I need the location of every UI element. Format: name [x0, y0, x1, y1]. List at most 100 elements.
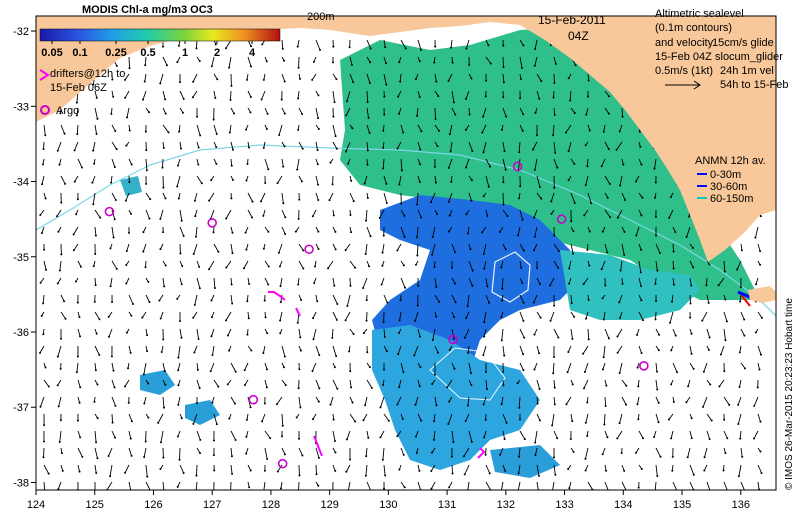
velocity-arrow-head: [710, 419, 713, 422]
x-axis: 124 125 126 127 128 129 130 131 132 133 134 135 136: [27, 490, 750, 511]
velocity-arrow-head: [569, 99, 572, 102]
velocity-arrow: [57, 277, 62, 284]
velocity-arrow-head: [297, 217, 300, 220]
velocity-arrow: [638, 243, 642, 251]
velocity-arrow: [757, 413, 761, 422]
velocity-arrow: [620, 260, 623, 271]
velocity-arrow-head: [350, 386, 353, 389]
velocity-arrow-head: [522, 353, 525, 356]
velocity-arrow-head: [42, 440, 45, 443]
velocity-arrow-head: [230, 492, 232, 494]
velocity-arrow-head: [144, 130, 147, 133]
velocity-arrow: [400, 226, 405, 238]
velocity-arrow-head: [615, 148, 618, 151]
velocity-arrow-head: [503, 354, 506, 357]
velocity-arrow-head: [177, 369, 180, 372]
velocity-arrow-head: [113, 386, 116, 389]
velocity-arrow-head: [266, 457, 269, 460]
velocity-arrow: [398, 107, 402, 115]
velocity-arrow-head: [247, 317, 250, 320]
velocity-arrow-head: [378, 216, 381, 219]
velocity-arrow: [519, 209, 523, 220]
velocity-arrow: [485, 294, 490, 303]
velocity-arrow-head: [39, 281, 42, 284]
velocity-arrow: [380, 430, 385, 438]
velocity-arrow-head: [164, 197, 167, 200]
velocity-arrow-head: [692, 473, 695, 476]
velocity-arrow-head: [574, 64, 577, 67]
velocity-arrow-head: [452, 441, 455, 444]
velocity-arrow-head: [517, 492, 519, 494]
velocity-arrow: [585, 175, 589, 186]
velocity-arrow-head: [403, 486, 406, 489]
velocity-arrow: [60, 175, 66, 185]
velocity-arrow-head: [43, 424, 46, 427]
velocity-arrow: [330, 396, 334, 405]
velocity-arrow: [601, 158, 606, 167]
argo-float-marker: [248, 394, 259, 405]
velocity-arrow: [689, 345, 692, 354]
velocity-arrow-head: [549, 284, 552, 287]
velocity-arrow: [447, 413, 453, 425]
velocity-arrow-head: [519, 97, 522, 100]
velocity-arrow-head: [454, 301, 457, 304]
velocity-arrow-head: [433, 265, 436, 268]
velocity-arrow-head: [362, 286, 365, 289]
velocity-arrow: [465, 90, 470, 100]
velocity-arrow: [703, 362, 708, 372]
velocity-arrow-head: [420, 48, 423, 51]
velocity-arrow: [162, 107, 167, 114]
velocity-arrow: [740, 447, 743, 457]
velocity-arrow-head: [123, 78, 126, 81]
velocity-arrow-head: [431, 253, 434, 256]
velocity-arrow-head: [501, 287, 504, 290]
velocity-arrow: [604, 209, 611, 218]
velocity-arrow-head: [176, 485, 179, 488]
velocity-arrow: [396, 430, 402, 437]
velocity-arrow-head: [282, 165, 285, 168]
velocity-arrow-head: [318, 387, 321, 390]
velocity-arrow-head: [415, 451, 418, 454]
chl-nw-patch: [120, 176, 142, 196]
velocity-arrow-head: [299, 77, 302, 80]
velocity-arrow: [192, 73, 198, 82]
velocity-arrow-head: [719, 353, 722, 356]
velocity-arrow-head: [44, 366, 47, 369]
velocity-arrow: [417, 209, 422, 218]
velocity-arrow: [263, 481, 266, 490]
velocity-arrow-head: [176, 297, 179, 300]
velocity-arrow-head: [57, 230, 60, 233]
velocity-arrow-head: [95, 441, 98, 444]
velocity-arrow-head: [125, 249, 128, 252]
velocity-arrow-head: [583, 370, 586, 373]
velocity-arrow-head: [605, 469, 608, 472]
velocity-arrow: [380, 396, 385, 408]
velocity-arrow: [396, 396, 402, 405]
colorbar-tick-label: 1: [182, 47, 188, 59]
velocity-arrow: [227, 328, 232, 336]
velocity-arrow: [604, 107, 610, 114]
velocity-arrow-head: [638, 130, 641, 133]
velocity-arrow: [332, 294, 338, 305]
velocity-arrow: [519, 345, 524, 355]
velocity-arrow-head: [754, 283, 757, 286]
velocity-arrow: [687, 379, 691, 387]
velocity-arrow: [230, 158, 233, 166]
velocity-arrow: [448, 481, 453, 488]
velocity-arrow: [196, 362, 199, 370]
velocity-arrow-head: [250, 45, 253, 48]
y-tick-label: -32: [13, 26, 29, 38]
velocity-arrow-head: [625, 403, 628, 406]
velocity-arrow: [43, 260, 47, 270]
velocity-arrow-head: [263, 299, 266, 302]
velocity-arrow-head: [112, 236, 115, 239]
velocity-arrow-head: [115, 64, 118, 67]
velocity-arrow-head: [568, 267, 571, 270]
velocity-arrow: [451, 328, 455, 339]
velocity-arrow: [193, 243, 198, 255]
velocity-arrow-head: [245, 78, 248, 81]
velocity-arrow-head: [587, 95, 590, 98]
velocity-arrow-head: [384, 46, 387, 49]
velocity-arrow-head: [198, 387, 201, 390]
velocity-arrow: [417, 90, 421, 98]
